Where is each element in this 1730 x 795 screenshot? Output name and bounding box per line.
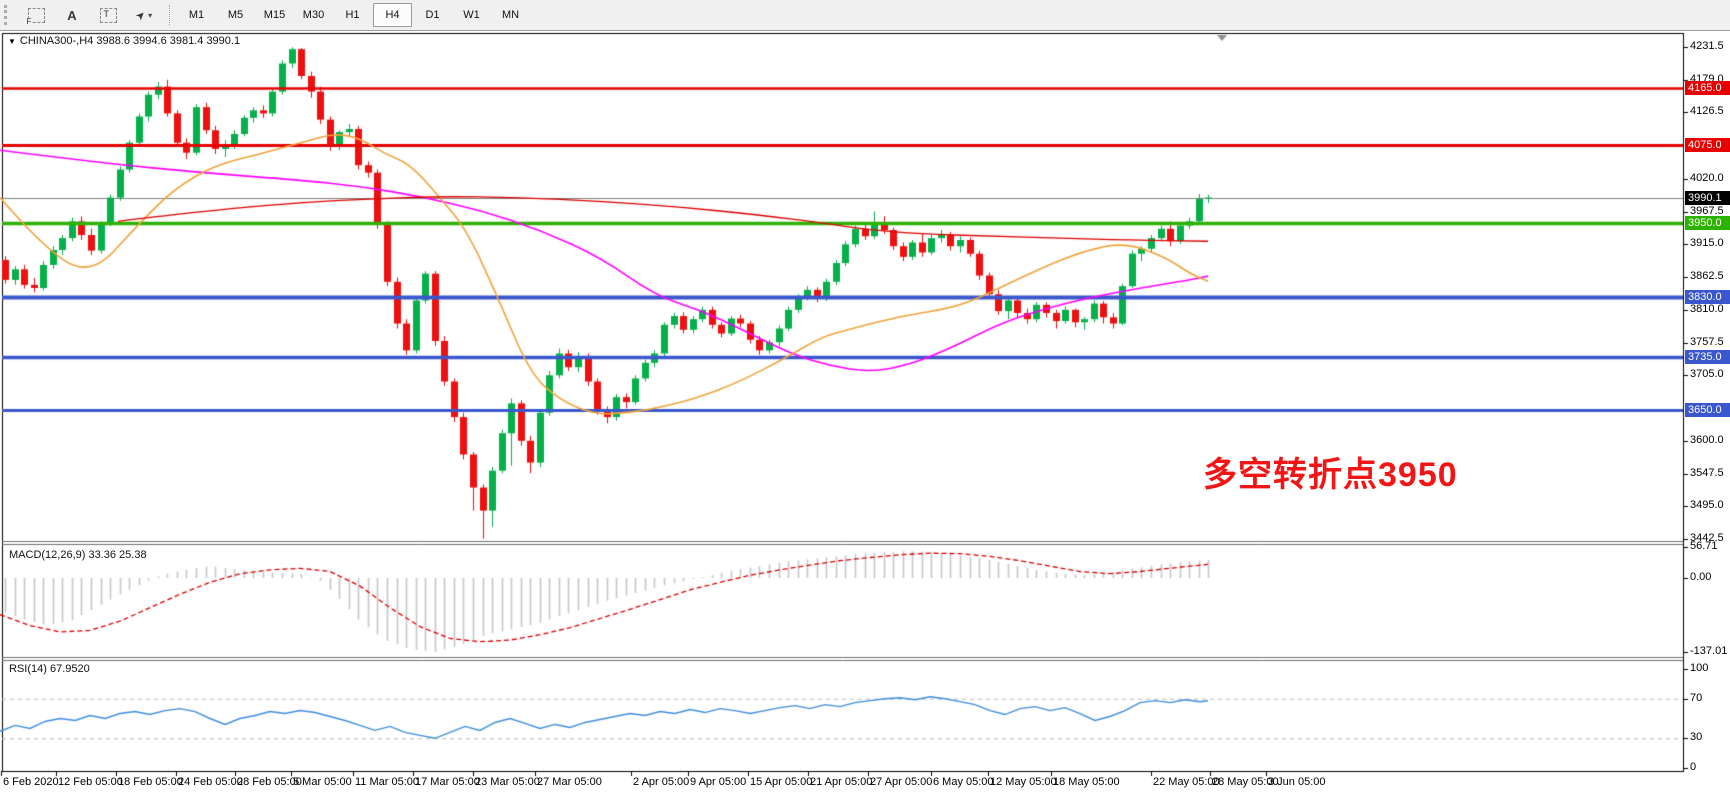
- price-axis-tick-label: 3862.5: [1690, 270, 1724, 282]
- price-badge: 3735.0: [1685, 350, 1730, 364]
- macd-axis-tick-label: 0.00: [1690, 571, 1712, 583]
- macd-axis-tick-label: -137.01: [1690, 645, 1728, 657]
- price-axis-tick-label: 4231.5: [1690, 40, 1724, 52]
- price-axis-tick-label: 3757.5: [1690, 336, 1724, 348]
- chart-menu-arrow-icon[interactable]: ▼: [8, 37, 16, 46]
- timeframe-button-m30[interactable]: M30: [302, 9, 325, 21]
- font-tool-icon: A: [67, 7, 77, 23]
- price-axis-tick-label: 3967.5: [1690, 205, 1724, 217]
- price-axis-tick-label: 4126.5: [1690, 105, 1724, 117]
- chart-annotation-text: 多空转折点3950: [1203, 456, 1458, 494]
- chart-title-text: CHINA300-,H4 3988.6 3994.6 3981.4 3990.1: [19, 35, 241, 47]
- time-axis-label: 9 Apr 05:00: [690, 776, 747, 788]
- time-axis-label: 3 Jun 05:00: [1268, 776, 1326, 788]
- timeframe-button-m1[interactable]: M1: [188, 9, 205, 21]
- chart-properties-button[interactable]: F: [18, 4, 54, 26]
- price-badge: 3830.0: [1685, 290, 1730, 304]
- timeframe-button-m15[interactable]: M15: [263, 9, 286, 21]
- price-badge: 4165.0: [1685, 81, 1730, 95]
- draw-objects-icon: ➤: [133, 7, 149, 23]
- time-axis-label: 28 Feb 05:00: [237, 776, 302, 788]
- time-axis-label: 28 May 05:00: [1212, 776, 1279, 788]
- chart-title: ▼ CHINA300-,H4 3988.6 3994.6 3981.4 3990.…: [8, 35, 240, 47]
- timeframe-button-w1[interactable]: W1: [463, 9, 480, 21]
- price-axis-tick-label: 3442.5: [1690, 532, 1724, 544]
- price-badge: 3990.1: [1685, 191, 1730, 205]
- text-label-button[interactable]: T: [90, 4, 126, 26]
- time-axis-label: 18 May 05:00: [1053, 776, 1120, 788]
- rsi-axis-tick-label: 70: [1690, 692, 1703, 704]
- toolbar-grip[interactable]: [4, 5, 13, 25]
- time-axis-label: 27 Apr 05:00: [870, 776, 933, 788]
- macd-pane-label: MACD(12,26,9) 33.36 25.38: [9, 549, 147, 561]
- time-axis-label: 11 Mar 05:00: [355, 776, 420, 788]
- rsi-axis-tick-label: 30: [1690, 731, 1703, 743]
- price-badge: 3650.0: [1685, 403, 1730, 417]
- toolbar: F A T ➤ ▾ M1 M5 M15 M30 H1 H4 D1 W1 MN: [0, 0, 1730, 31]
- time-axis-label: 24 Feb 05:00: [178, 776, 243, 788]
- time-axis-label: 12 Feb 05:00: [58, 776, 123, 788]
- time-axis-label: 17 Mar 05:00: [415, 776, 480, 788]
- time-axis-label: 27 Mar 05:00: [537, 776, 602, 788]
- time-axis-label: 21 Apr 05:00: [810, 776, 873, 788]
- time-axis-label: 22 May 05:00: [1153, 776, 1220, 788]
- price-axis-tick-label: 3705.0: [1690, 368, 1724, 380]
- timeframe-button-mn[interactable]: MN: [501, 9, 520, 21]
- time-axis-label: 23 Mar 05:00: [475, 776, 540, 788]
- timeframe-button-m5[interactable]: M5: [227, 9, 244, 21]
- time-axis-label: 6 Feb 2020: [3, 776, 59, 788]
- time-axis-label: 5 Mar 05:00: [293, 776, 352, 788]
- macd-axis-tick-label: 56.71: [1690, 540, 1718, 552]
- price-axis-tick-label: 3600.0: [1690, 434, 1724, 446]
- timeframe-button-h1[interactable]: H1: [345, 9, 360, 21]
- time-axis-label: 12 May 05:00: [990, 776, 1057, 788]
- rsi-axis-tick-label: 0: [1690, 761, 1697, 773]
- time-axis-label: 2 Apr 05:00: [633, 776, 690, 788]
- rsi-axis-tick-label: 100: [1690, 662, 1709, 674]
- dropdown-caret-icon[interactable]: ▾: [148, 10, 153, 20]
- price-badge: 4075.0: [1685, 138, 1730, 152]
- timeframe-button-d1[interactable]: D1: [425, 9, 440, 21]
- rsi-pane-label: RSI(14) 67.9520: [9, 663, 90, 675]
- draw-objects-button[interactable]: ➤ ▾: [126, 4, 162, 26]
- price-axis-tick-label: 3810.0: [1690, 303, 1724, 315]
- time-axis-label: 18 Feb 05:00: [118, 776, 183, 788]
- price-badge: 3950.0: [1685, 216, 1730, 230]
- time-axis-label: 15 Apr 05:00: [750, 776, 813, 788]
- timeframe-button-h4[interactable]: H4: [373, 3, 412, 27]
- font-tool-button[interactable]: A: [54, 4, 90, 26]
- time-axis-label: 6 May 05:00: [933, 776, 994, 788]
- price-axis-tick-label: 3495.0: [1690, 499, 1724, 511]
- chart-properties-icon: F: [26, 7, 45, 26]
- text-label-icon: T: [99, 7, 117, 23]
- toolbar-separator: [169, 5, 171, 25]
- price-axis-tick-label: 3547.5: [1690, 467, 1724, 479]
- price-axis-tick-label: 4020.0: [1690, 172, 1724, 184]
- price-axis-tick-label: 3915.0: [1690, 237, 1724, 249]
